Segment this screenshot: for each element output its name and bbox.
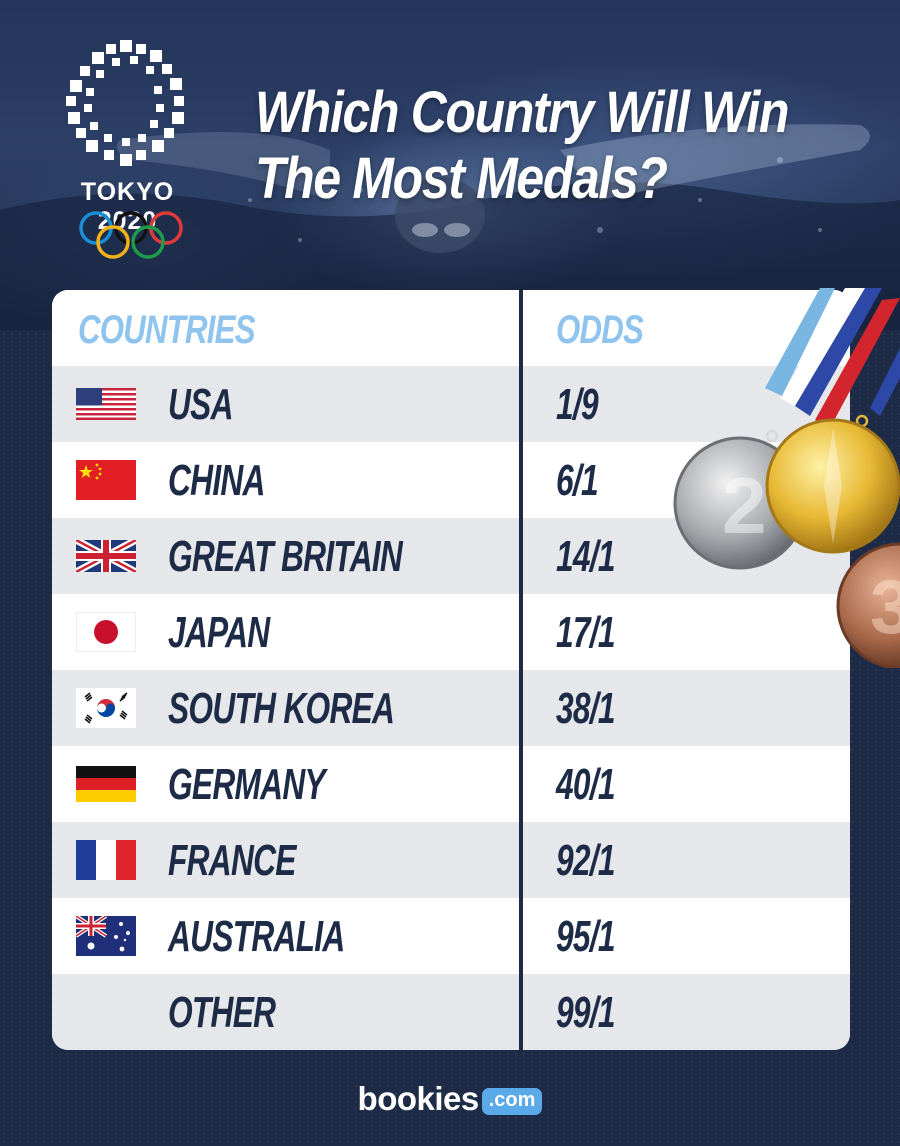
table-header: COUNTRIES ODDS: [52, 290, 850, 366]
svg-text:3: 3: [870, 565, 900, 650]
country-odds: 14/1: [556, 532, 615, 581]
country-name: AUSTRALIA: [168, 912, 345, 961]
title-line-1: Which Country Will Win: [255, 80, 789, 145]
japan-flag-icon: [76, 612, 136, 652]
country-odds: 6/1: [556, 456, 599, 505]
country-name: GERMANY: [168, 760, 326, 809]
brand-footer: bookies .com: [0, 1080, 900, 1118]
odds-header: ODDS: [556, 308, 644, 352]
table-row: JAPAN 17/1: [52, 594, 850, 670]
country-odds: 17/1: [556, 608, 615, 657]
table-row: USA 1/9: [52, 366, 850, 442]
hero-banner: TOKYO 2020 Which Country Will Win The Mo…: [0, 0, 900, 330]
country-odds: 95/1: [556, 912, 615, 961]
great-britain-flag-icon: [76, 540, 136, 572]
table-row: FRANCE 92/1: [52, 822, 850, 898]
china-flag-icon: [76, 460, 136, 500]
table-row: SOUTH KOREA 38/1: [52, 670, 850, 746]
country-name: FRANCE: [168, 836, 296, 885]
country-name: SOUTH KOREA: [168, 684, 395, 733]
country-odds: 99/1: [556, 988, 615, 1037]
country-odds: 1/9: [556, 380, 599, 429]
country-name: JAPAN: [168, 608, 270, 657]
country-odds: 92/1: [556, 836, 615, 885]
table-row: OTHER 99/1: [52, 974, 850, 1050]
tokyo-2020-logo: TOKYO 2020: [50, 38, 210, 263]
country-odds: 38/1: [556, 684, 615, 733]
table-row: AUSTRALIA 95/1: [52, 898, 850, 974]
title-line-2: The Most Medals?: [255, 146, 668, 211]
country-name: USA: [168, 380, 233, 429]
bookies-logo: bookies .com: [358, 1080, 543, 1118]
odds-table: COUNTRIES ODDS USA 1/9 CHINA 6/1: [52, 290, 850, 1050]
south-korea-flag-icon: [76, 688, 136, 728]
checkered-ring-emblem: [66, 40, 184, 166]
medals-illustration: 2 3: [673, 288, 900, 668]
svg-text:2: 2: [722, 461, 767, 550]
country-name: GREAT BRITAIN: [168, 532, 403, 581]
country-name: CHINA: [168, 456, 265, 505]
brand-domain-badge: .com: [481, 1087, 543, 1115]
countries-header: COUNTRIES: [78, 308, 256, 352]
france-flag-icon: [76, 840, 136, 880]
olympic-rings-icon: [79, 211, 183, 259]
usa-flag-icon: [76, 388, 136, 420]
country-odds: 40/1: [556, 760, 615, 809]
column-divider: [519, 290, 523, 1050]
germany-flag-icon: [76, 766, 136, 802]
country-name: OTHER: [168, 988, 276, 1037]
page-title: Which Country Will Win The Most Medals?: [255, 80, 789, 212]
brand-name: bookies: [357, 1080, 480, 1117]
australia-flag-icon: [76, 916, 136, 956]
table-row: GERMANY 40/1: [52, 746, 850, 822]
